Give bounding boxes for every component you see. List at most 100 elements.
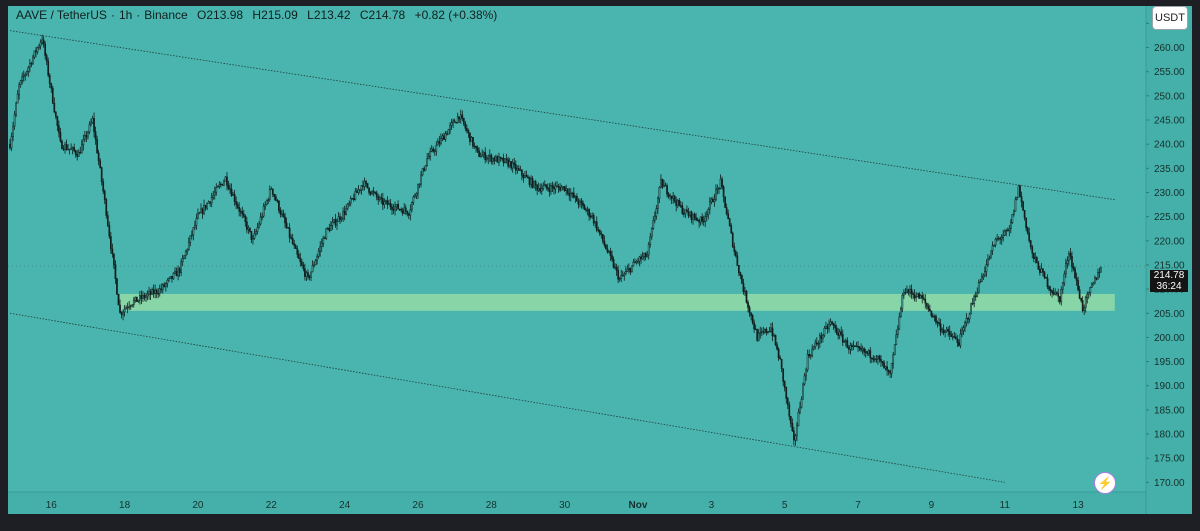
candle	[585, 207, 587, 213]
candle	[1054, 288, 1057, 296]
candle	[548, 183, 551, 197]
candle	[204, 204, 207, 211]
candle	[841, 329, 844, 346]
candle	[131, 304, 134, 308]
candle	[1071, 251, 1073, 273]
candle	[909, 285, 911, 298]
candle	[903, 289, 905, 299]
candle	[855, 341, 858, 348]
candle	[650, 227, 653, 240]
candle	[959, 328, 962, 349]
plot-area	[8, 6, 1146, 492]
candle	[904, 287, 907, 295]
candle	[165, 282, 167, 292]
candle	[817, 340, 820, 350]
candle	[145, 292, 147, 303]
candle	[579, 198, 581, 208]
candle	[33, 50, 36, 60]
candle	[941, 327, 943, 334]
lightning-bolt-icon[interactable]: ⚡	[1094, 472, 1116, 494]
candle	[922, 294, 925, 301]
candle	[796, 422, 798, 442]
candle	[27, 65, 30, 77]
candle	[513, 157, 516, 169]
x-tick-label: 22	[266, 500, 278, 511]
candle	[895, 329, 898, 346]
candle	[290, 234, 293, 240]
candle	[1077, 276, 1079, 292]
candle	[848, 345, 850, 354]
candle	[644, 252, 647, 261]
candle	[476, 145, 479, 153]
candle	[319, 241, 322, 257]
candle	[12, 121, 14, 142]
candle	[102, 178, 105, 195]
candle	[525, 170, 528, 178]
bar-countdown: 36:24	[1156, 281, 1182, 292]
candle	[16, 90, 19, 104]
candle	[94, 126, 97, 145]
candle	[441, 133, 444, 142]
candle	[621, 270, 624, 277]
candle	[1046, 274, 1049, 290]
candle	[874, 355, 876, 363]
x-tick-label: 26	[412, 500, 424, 511]
candle	[250, 231, 253, 243]
candle	[322, 235, 325, 248]
candle	[528, 176, 531, 188]
candle	[459, 109, 462, 124]
candle	[301, 258, 303, 267]
candle	[802, 382, 804, 400]
low-label: L	[307, 8, 314, 22]
candle	[446, 130, 448, 136]
candle	[299, 252, 302, 267]
candle	[186, 248, 189, 255]
candle	[235, 196, 237, 210]
candle	[221, 183, 224, 186]
x-tick-label: 7	[855, 500, 861, 511]
candle	[490, 153, 493, 165]
candle	[602, 234, 604, 244]
candle	[227, 180, 230, 191]
candle	[264, 201, 267, 211]
candle	[563, 186, 566, 192]
candle	[586, 206, 589, 216]
candle	[748, 305, 751, 317]
candle	[1039, 265, 1041, 276]
currency-selector-button[interactable]: USDT	[1152, 6, 1188, 30]
candle	[99, 158, 102, 169]
candle	[48, 72, 51, 89]
candle	[330, 220, 332, 231]
x-tick-label: 5	[782, 500, 788, 511]
candle	[316, 253, 318, 265]
candle	[213, 186, 216, 200]
candle	[854, 345, 856, 347]
candle	[74, 149, 77, 158]
candle	[907, 288, 910, 296]
x-tick-label: 9	[929, 500, 935, 511]
candle	[857, 340, 859, 352]
candle	[256, 222, 259, 235]
candle	[899, 306, 902, 318]
candle	[953, 331, 956, 339]
candle	[834, 321, 836, 333]
candle	[1087, 291, 1090, 299]
candle	[1058, 296, 1061, 305]
candle	[369, 191, 372, 196]
candle	[342, 207, 344, 222]
candle	[753, 319, 755, 333]
candle	[392, 203, 395, 215]
candle	[85, 131, 88, 143]
candle	[776, 341, 778, 351]
candle	[838, 328, 841, 340]
candle	[139, 290, 141, 305]
candle	[589, 212, 592, 220]
candle	[976, 287, 979, 298]
candle	[311, 260, 314, 273]
candle	[522, 173, 525, 183]
candle	[597, 226, 600, 233]
candle	[181, 254, 184, 267]
candle	[79, 146, 82, 154]
